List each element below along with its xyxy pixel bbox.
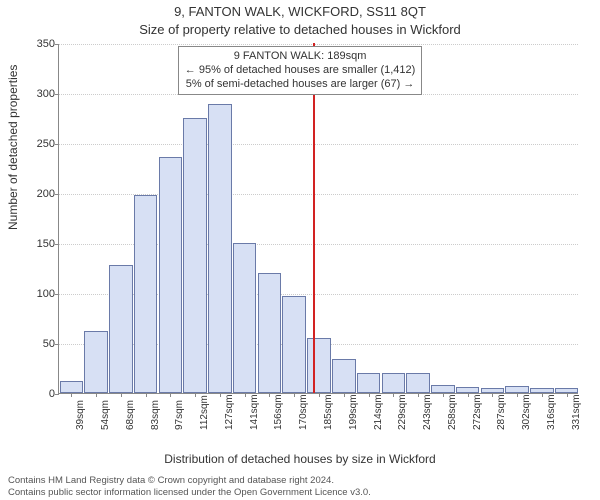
footer-attribution: Contains HM Land Registry data © Crown c…: [8, 475, 371, 498]
xtick-label: 127sqm: [224, 394, 235, 430]
ytick-label: 250: [25, 138, 55, 150]
xtick-mark: [443, 393, 444, 397]
xtick-label: 272sqm: [472, 394, 483, 430]
ytick-label: 150: [25, 238, 55, 250]
xtick-mark: [294, 393, 295, 397]
annotation-box: 9 FANTON WALK: 189sqm← 95% of detached h…: [178, 46, 423, 95]
xtick-mark: [393, 393, 394, 397]
histogram-bar: [84, 331, 108, 393]
title-sub: Size of property relative to detached ho…: [0, 22, 600, 37]
xtick-mark: [369, 393, 370, 397]
xtick-mark: [220, 393, 221, 397]
footer-line1: Contains HM Land Registry data © Crown c…: [8, 475, 371, 486]
xtick-mark: [418, 393, 419, 397]
xtick-label: 214sqm: [373, 394, 384, 430]
histogram-bar: [233, 243, 257, 393]
histogram-bar: [258, 273, 282, 393]
ytick-label: 100: [25, 288, 55, 300]
annotation-line: 9 FANTON WALK: 189sqm: [185, 50, 416, 64]
xtick-label: 68sqm: [125, 400, 136, 430]
histogram-bar: [505, 386, 529, 393]
histogram-bar: [332, 359, 356, 393]
histogram-bar: [282, 296, 306, 393]
xtick-mark: [146, 393, 147, 397]
xtick-mark: [492, 393, 493, 397]
histogram-bar: [159, 157, 183, 393]
chart-container: 9, FANTON WALK, WICKFORD, SS11 8QT Size …: [0, 0, 600, 500]
xtick-label: 258sqm: [447, 394, 458, 430]
xtick-label: 331sqm: [571, 394, 582, 430]
xtick-mark: [468, 393, 469, 397]
xtick-label: 83sqm: [150, 400, 161, 430]
annotation-line: 5% of semi-detached houses are larger (6…: [185, 78, 416, 92]
xtick-label: 229sqm: [397, 394, 408, 430]
histogram-bar: [208, 104, 232, 393]
histogram-bar: [183, 118, 207, 393]
xtick-label: 287sqm: [496, 394, 507, 430]
plot-area: 05010015020025030035039sqm54sqm68sqm83sq…: [58, 44, 578, 394]
xtick-label: 141sqm: [249, 394, 260, 430]
ytick-label: 350: [25, 38, 55, 50]
xtick-mark: [96, 393, 97, 397]
histogram-bar: [307, 338, 331, 393]
xtick-mark: [121, 393, 122, 397]
footer-line2: Contains public sector information licen…: [8, 487, 371, 498]
histogram-bar: [60, 381, 84, 393]
xtick-label: 170sqm: [298, 394, 309, 430]
xtick-mark: [269, 393, 270, 397]
ytick-mark: [55, 44, 59, 45]
ytick-label: 50: [25, 338, 55, 350]
histogram-bar: [382, 373, 406, 393]
ytick-mark: [55, 294, 59, 295]
annotation-line: ← 95% of detached houses are smaller (1,…: [185, 64, 416, 78]
ytick-mark: [55, 94, 59, 95]
xtick-mark: [170, 393, 171, 397]
xtick-mark: [195, 393, 196, 397]
xtick-label: 302sqm: [521, 394, 532, 430]
ytick-label: 200: [25, 188, 55, 200]
xtick-mark: [542, 393, 543, 397]
gridline: [59, 44, 578, 45]
ytick-mark: [55, 344, 59, 345]
histogram-bar: [134, 195, 158, 393]
ytick-mark: [55, 194, 59, 195]
xtick-mark: [71, 393, 72, 397]
ytick-label: 300: [25, 88, 55, 100]
xtick-label: 156sqm: [273, 394, 284, 430]
xtick-label: 199sqm: [348, 394, 359, 430]
reference-line: [313, 43, 315, 393]
xtick-label: 185sqm: [323, 394, 334, 430]
xtick-label: 112sqm: [199, 395, 210, 430]
ytick-mark: [55, 144, 59, 145]
xtick-label: 97sqm: [174, 400, 185, 430]
xtick-label: 316sqm: [546, 394, 557, 430]
y-axis-label: Number of detached properties: [6, 65, 20, 230]
histogram-bar: [431, 385, 455, 393]
xtick-mark: [517, 393, 518, 397]
gridline: [59, 144, 578, 145]
xtick-label: 243sqm: [422, 394, 433, 430]
histogram-bar: [357, 373, 381, 393]
histogram-bar: [406, 373, 430, 393]
xtick-mark: [567, 393, 568, 397]
title-main: 9, FANTON WALK, WICKFORD, SS11 8QT: [0, 4, 600, 19]
xtick-mark: [344, 393, 345, 397]
ytick-label: 0: [25, 388, 55, 400]
histogram-bar: [109, 265, 133, 393]
xtick-mark: [319, 393, 320, 397]
xtick-label: 39sqm: [75, 400, 86, 430]
xtick-mark: [245, 393, 246, 397]
ytick-mark: [55, 244, 59, 245]
ytick-mark: [55, 394, 59, 395]
x-axis-label: Distribution of detached houses by size …: [0, 452, 600, 466]
xtick-label: 54sqm: [100, 400, 111, 430]
